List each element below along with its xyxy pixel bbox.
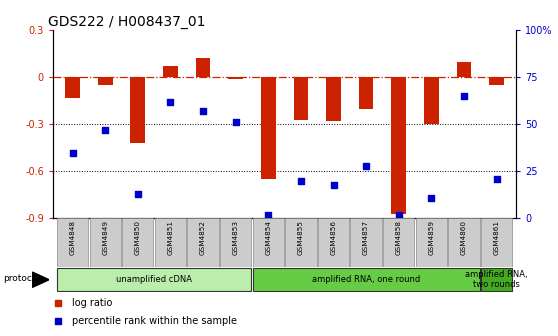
Bar xyxy=(196,58,210,77)
Point xyxy=(264,212,273,217)
Point xyxy=(133,191,142,197)
Text: GSM4850: GSM4850 xyxy=(135,220,141,255)
Bar xyxy=(350,218,382,267)
Bar xyxy=(253,218,284,267)
Text: GSM4856: GSM4856 xyxy=(330,220,336,255)
Bar xyxy=(163,66,178,77)
Point xyxy=(459,93,468,99)
Text: percentile rank within the sample: percentile rank within the sample xyxy=(71,316,237,326)
Text: protocol: protocol xyxy=(3,274,40,283)
Bar xyxy=(481,218,512,267)
Point xyxy=(427,195,436,200)
Point xyxy=(53,300,62,305)
Text: GSM4859: GSM4859 xyxy=(429,220,434,255)
Text: log ratio: log ratio xyxy=(71,297,112,307)
Bar xyxy=(220,218,251,267)
Bar xyxy=(448,218,480,267)
Bar xyxy=(155,218,186,267)
Point xyxy=(395,212,403,217)
Point xyxy=(101,127,110,133)
Text: GSM4858: GSM4858 xyxy=(396,220,402,255)
Bar xyxy=(131,77,145,143)
Text: GSM4855: GSM4855 xyxy=(298,220,304,255)
Text: GSM4852: GSM4852 xyxy=(200,220,206,255)
Text: amplified RNA, one round: amplified RNA, one round xyxy=(312,275,420,284)
Point xyxy=(329,182,338,187)
Text: GSM4849: GSM4849 xyxy=(102,220,108,255)
Bar xyxy=(228,77,243,79)
Text: GSM4848: GSM4848 xyxy=(70,220,75,255)
Point xyxy=(231,120,240,125)
Bar xyxy=(98,77,113,85)
Bar xyxy=(261,77,276,179)
Point xyxy=(362,163,371,168)
Point xyxy=(492,176,501,181)
Bar xyxy=(318,218,349,267)
Bar xyxy=(89,218,121,267)
Text: amplified RNA,
two rounds: amplified RNA, two rounds xyxy=(465,270,528,289)
Point xyxy=(68,150,77,155)
Bar xyxy=(456,61,472,77)
Bar xyxy=(424,77,439,124)
Bar xyxy=(57,268,251,291)
Text: GSM4861: GSM4861 xyxy=(494,220,499,255)
Bar xyxy=(187,218,219,267)
Bar xyxy=(489,77,504,85)
Point xyxy=(199,109,208,114)
Point xyxy=(296,178,305,183)
Text: GSM4857: GSM4857 xyxy=(363,220,369,255)
Point xyxy=(166,99,175,104)
Text: GSM4853: GSM4853 xyxy=(233,220,239,255)
Bar xyxy=(285,218,316,267)
Bar xyxy=(391,77,406,214)
Polygon shape xyxy=(32,272,49,287)
Bar xyxy=(294,77,308,120)
Text: GDS222 / H008437_01: GDS222 / H008437_01 xyxy=(49,15,206,29)
Bar xyxy=(326,77,341,121)
Bar xyxy=(383,218,415,267)
Text: GSM4860: GSM4860 xyxy=(461,220,467,255)
Text: unamplified cDNA: unamplified cDNA xyxy=(116,275,192,284)
Bar xyxy=(253,268,480,291)
Text: GSM4854: GSM4854 xyxy=(265,220,271,255)
Bar xyxy=(416,218,447,267)
Bar xyxy=(359,77,373,109)
Point xyxy=(53,319,62,324)
Text: GSM4851: GSM4851 xyxy=(167,220,174,255)
Bar xyxy=(122,218,153,267)
Bar xyxy=(481,268,512,291)
Bar xyxy=(65,77,80,98)
Bar xyxy=(57,218,88,267)
